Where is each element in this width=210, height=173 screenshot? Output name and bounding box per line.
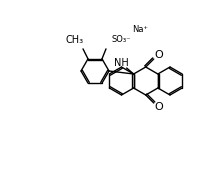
Text: O: O [154,50,163,60]
Text: NH: NH [114,58,129,68]
Text: O: O [154,102,163,112]
Text: SO₃⁻: SO₃⁻ [112,35,131,44]
Text: Na⁺: Na⁺ [132,25,148,34]
Text: CH₃: CH₃ [66,35,84,45]
